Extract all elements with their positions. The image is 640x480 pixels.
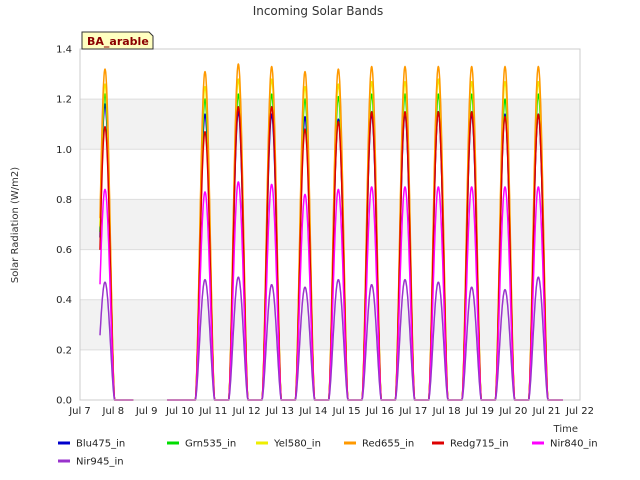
x-tick-label: Jul 8 xyxy=(102,406,125,417)
x-tick-label: Jul 20 xyxy=(498,406,527,417)
background-band xyxy=(80,99,580,150)
y-tick-label: 0.2 xyxy=(56,345,72,356)
y-tick-labels: 0.0 0.2 0.4 0.6 0.8 1.0 1.2 1.4 xyxy=(56,45,72,407)
x-tick-label: Jul 9 xyxy=(135,406,158,417)
x-tick-label: Jul 7 xyxy=(68,406,91,417)
x-tick-label: Jul 13 xyxy=(265,406,294,417)
legend-label: Grn535_in xyxy=(185,439,236,450)
site-label: BA_arable xyxy=(87,35,149,48)
y-tick-label: 0.8 xyxy=(56,195,72,206)
x-tick-label: Jul 12 xyxy=(232,406,261,417)
legend-label: Yel580_in xyxy=(273,439,321,450)
y-tick-label: 0.4 xyxy=(56,295,72,306)
legend-label: Nir945_in xyxy=(76,457,124,468)
x-tick-label: Jul 10 xyxy=(165,406,194,417)
legend-label: Blu475_in xyxy=(76,439,125,450)
y-tick-label: 0.6 xyxy=(56,245,72,256)
x-tick-label: Jul 17 xyxy=(398,406,427,417)
chart-title: Incoming Solar Bands xyxy=(253,4,384,18)
y-axis-label: Solar Radiation (W/m2) xyxy=(10,167,21,283)
x-axis-label: Time xyxy=(553,424,578,435)
x-tick-label: Jul 15 xyxy=(332,406,361,417)
x-tick-label: Jul 16 xyxy=(365,406,394,417)
legend: Blu475_in Grn535_in Yel580_in Red655_in Redg… xyxy=(58,439,598,468)
x-tick-label: Jul 18 xyxy=(432,406,461,417)
legend-label: Redg715_in xyxy=(450,439,509,450)
y-tick-label: 0.0 xyxy=(56,396,72,407)
legend-label: Red655_in xyxy=(362,439,414,450)
x-tick-label: Jul 19 xyxy=(465,406,494,417)
y-tick-label: 1.2 xyxy=(56,95,72,106)
x-tick-label: Jul 21 xyxy=(532,406,561,417)
legend-label: Nir840_in xyxy=(550,439,598,450)
y-tick-label: 1.4 xyxy=(56,45,72,56)
x-tick-label: Jul 11 xyxy=(198,406,227,417)
background-band xyxy=(80,199,580,250)
y-tick-label: 1.0 xyxy=(56,145,72,156)
x-tick-label: Jul 22 xyxy=(565,406,594,417)
plot-frame xyxy=(79,48,581,401)
site-label-box: BA_arable xyxy=(81,31,154,50)
grid-lines xyxy=(80,48,580,401)
x-tick-label: Jul 14 xyxy=(298,406,327,417)
x-tick-labels: Jul 7 Jul 8 Jul 9 Jul 10 Jul 11 Jul 12 Jul 13 J… xyxy=(68,406,594,417)
background-band xyxy=(80,299,580,350)
background-bands xyxy=(80,99,580,350)
